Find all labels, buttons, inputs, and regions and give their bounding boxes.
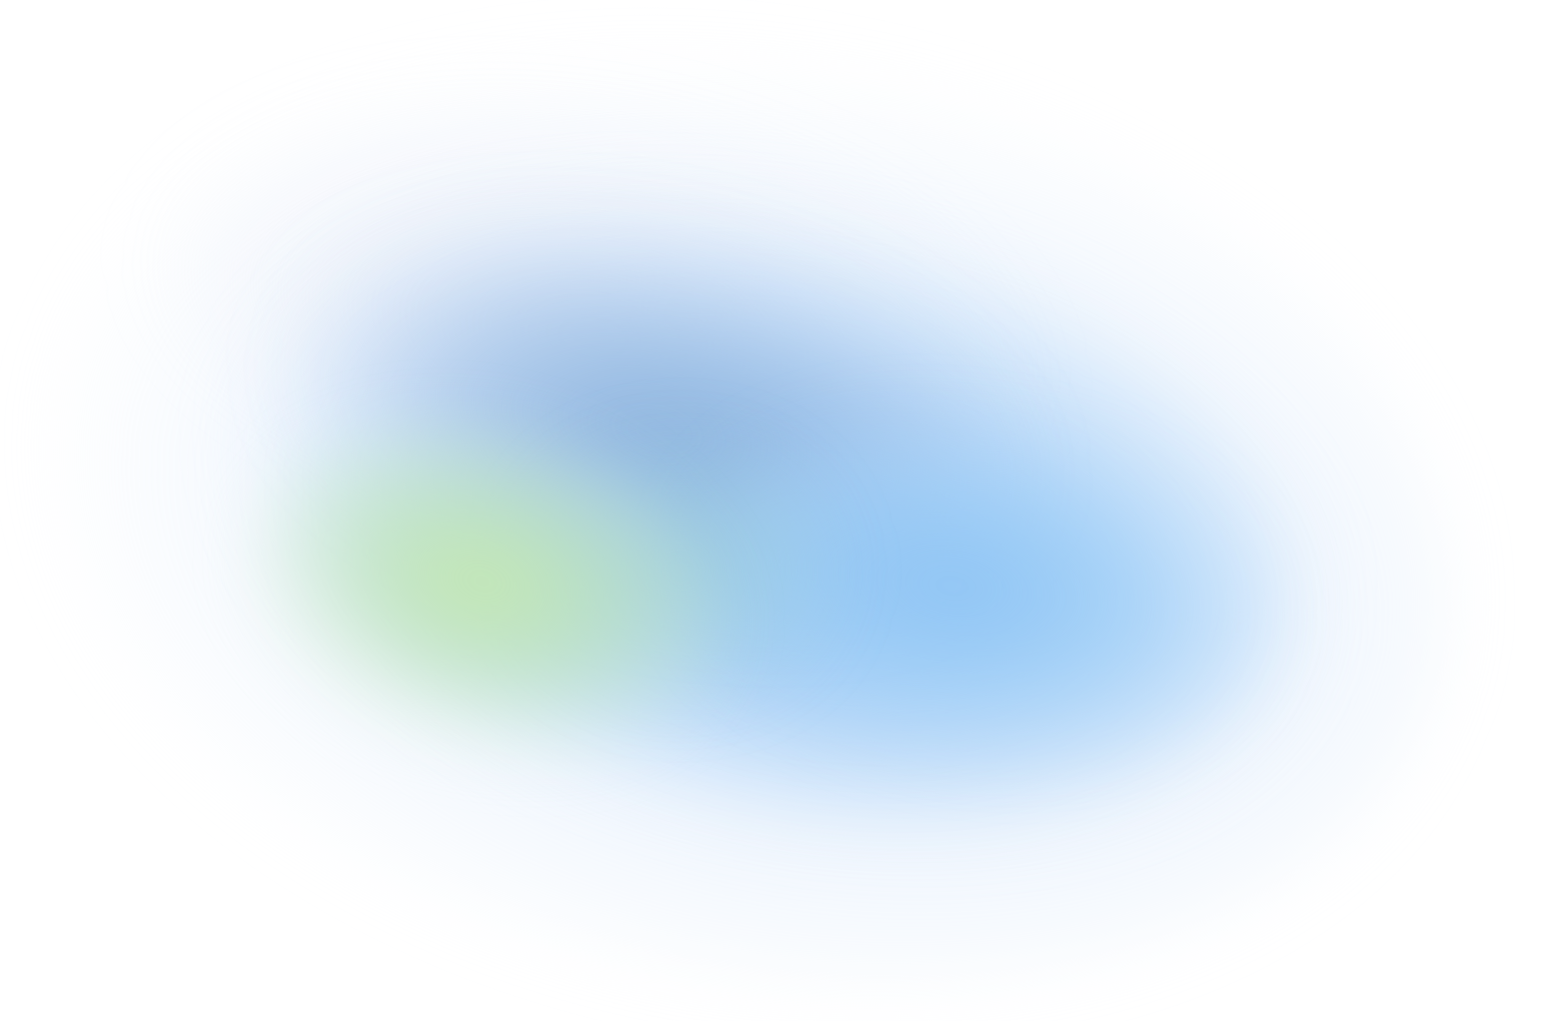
gradient-background [0, 0, 1535, 1021]
